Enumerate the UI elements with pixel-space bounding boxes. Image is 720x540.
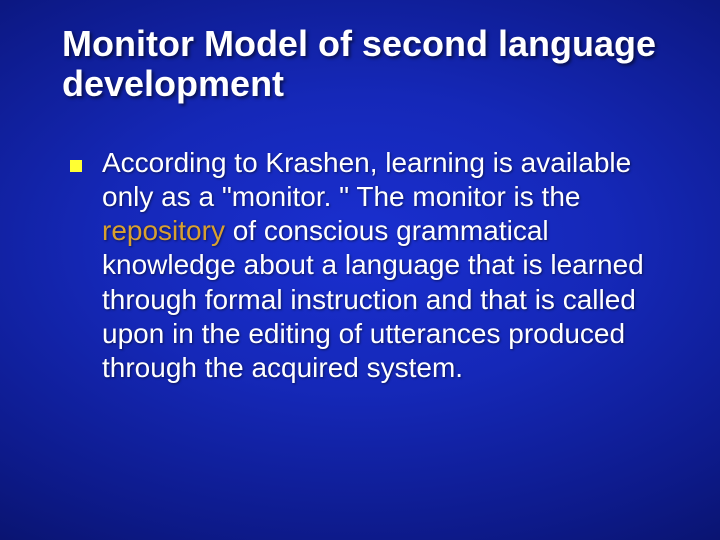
slide-body: According to Krashen, learning is availa… [70, 146, 676, 385]
body-text-highlight: repository [102, 215, 225, 246]
bullet-item: According to Krashen, learning is availa… [70, 146, 676, 385]
body-text-pre: According to Krashen, learning is availa… [102, 147, 631, 212]
slide: Monitor Model of second language develop… [0, 0, 720, 540]
slide-title: Monitor Model of second language develop… [62, 24, 660, 105]
square-bullet-icon [70, 160, 82, 172]
body-paragraph: According to Krashen, learning is availa… [102, 146, 676, 385]
